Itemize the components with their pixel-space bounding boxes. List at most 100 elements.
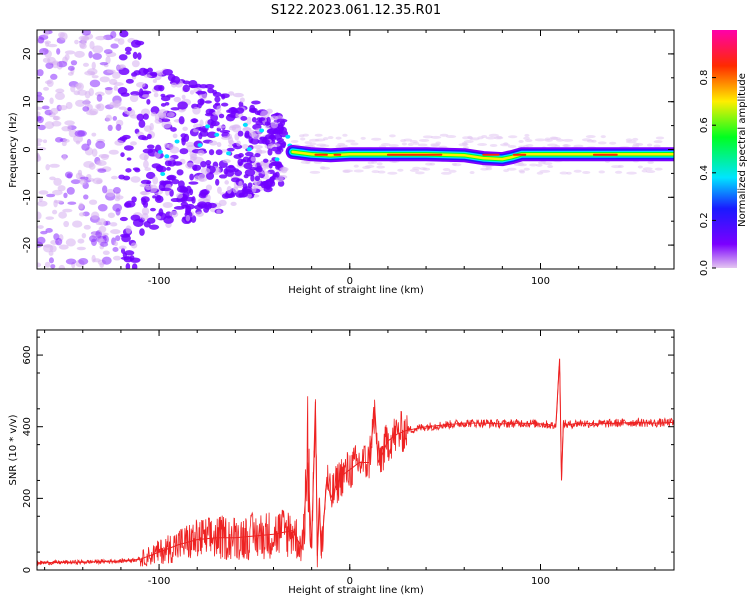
spectrogram-blob (89, 235, 97, 243)
spectrogram-blob (215, 149, 223, 156)
spectrogram-halo-blob (597, 141, 607, 145)
spectrogram-blob (178, 116, 185, 125)
spectrogram-blob (202, 128, 208, 133)
spectrogram-blob (152, 78, 157, 83)
spectrogram-blob (89, 79, 101, 88)
spectrogram-blob (149, 122, 154, 131)
spectrogram-blob (146, 217, 156, 224)
spectrogram-blob (160, 102, 167, 107)
spectrogram-blob (46, 79, 54, 88)
spectrogram-blob (259, 117, 266, 122)
spectrogram-blob (74, 50, 85, 58)
spectrogram-blob (78, 202, 84, 210)
spectrogram-blob (49, 97, 54, 105)
spectrogram-blob (131, 60, 140, 68)
spectrogram-blob (41, 105, 50, 110)
spectrogram-hotspot (226, 151, 232, 156)
spectrogram-blob (171, 75, 181, 85)
spectrogram-halo-blob (377, 170, 386, 174)
spectrogram-blob (44, 40, 51, 45)
spectrogram-blob (119, 30, 129, 38)
spectrogram-blob (125, 262, 131, 269)
spectrogram-blob (113, 85, 118, 91)
snr-line (37, 358, 674, 564)
spectrogram-halo-blob (485, 136, 496, 140)
spectrogram-halo-blob (646, 143, 653, 147)
spectrogram-blob (177, 101, 188, 110)
spectrogram-halo-blob (499, 143, 510, 147)
spectrogram-blob (101, 232, 109, 237)
spectrogram-halo-blob (581, 138, 592, 142)
spectrogram-halo-blob (412, 166, 421, 170)
spectrogram-halo-blob (403, 138, 413, 142)
snr-xtick-label: 0 (347, 576, 353, 587)
spectrogram-blob (66, 186, 75, 195)
spectrogram-halo-blob (614, 170, 623, 174)
spectrogram-halo-blob (342, 169, 354, 173)
spectrogram-blob (221, 193, 231, 199)
spectrogram-blob (261, 171, 271, 175)
spectrogram-blob (169, 210, 179, 218)
spectrogram-blob (65, 258, 77, 265)
spectrogram-blob (230, 201, 237, 206)
spectrogram-halo-blob (562, 144, 571, 148)
spectrogram-blob (114, 197, 121, 202)
spectrogram-blob (114, 140, 124, 146)
spectrogram-blob (37, 116, 44, 124)
spectrogram-blob (37, 106, 43, 111)
spectrogram-blob (185, 215, 191, 222)
spectrogram-blob (70, 85, 76, 93)
spectrogram-blob (153, 92, 159, 98)
spectrogram-blob (44, 261, 51, 268)
spectrogram-blob (63, 192, 68, 199)
spectrogram-blob (124, 250, 135, 256)
spectrogram-halo-blob (544, 137, 551, 141)
spectrogram-blob (140, 191, 148, 196)
spectrogram-blob (170, 127, 177, 132)
spectrogram-halo-blob (415, 171, 425, 175)
spectrogram-blob (109, 222, 118, 227)
spectrogram-halo-blob (376, 162, 383, 166)
spectrogram-blob (84, 98, 90, 107)
spectrogram-halo-blob (534, 138, 546, 142)
colorbar-gradient (712, 30, 737, 268)
spectrogram-blob (272, 129, 284, 135)
spectrogram-blob (67, 201, 77, 205)
spectrogram-blob (54, 92, 65, 101)
spectrogram-blob (96, 94, 103, 102)
spectrogram-halo-blob (417, 143, 428, 147)
spectrogram-blob (45, 227, 53, 233)
spectrogram-blob (138, 135, 147, 140)
spectrogram-blob (141, 207, 150, 216)
spectrogram-blob (37, 111, 41, 117)
spectrogram-blob (238, 193, 244, 197)
spectrogram-blob (37, 36, 45, 44)
spectrogram-blob (132, 51, 138, 60)
spectrogram-blob (86, 138, 92, 146)
spectrogram-blob (52, 189, 63, 196)
spectrogram-blob (139, 88, 144, 97)
spectrogram-blob (130, 141, 137, 146)
spectrogram-blob (251, 133, 261, 140)
spectrogram-blob (244, 190, 254, 195)
spectrogram-blob (254, 128, 261, 133)
spectrogram-blob (131, 196, 137, 203)
spectrogram-blob (112, 255, 122, 261)
spectrogram-blob (238, 180, 243, 188)
spectrogram-blob (140, 196, 150, 203)
spectrogram-blob (166, 112, 175, 118)
colorbar: 0.0 0.2 0.4 0.6 0.8 Normalized spectral ampl… (699, 30, 748, 276)
spectrogram-hotspot (197, 143, 203, 148)
spectrogram-blob (99, 61, 109, 66)
spectrogram-blob (136, 113, 144, 121)
spectrogram-blob (200, 160, 207, 168)
spectrogram-blob (52, 115, 61, 121)
spectrogram-blob (47, 43, 58, 48)
spectrogram-blob (146, 133, 152, 140)
spectrogram-blob (243, 162, 253, 170)
spectrogram-blob (190, 118, 199, 124)
spectrogram-halo-blob (300, 137, 306, 141)
spectrogram-blob (251, 185, 257, 193)
colorbar-tick-label: 0.2 (699, 212, 710, 228)
spectrogram-blob (221, 94, 226, 100)
